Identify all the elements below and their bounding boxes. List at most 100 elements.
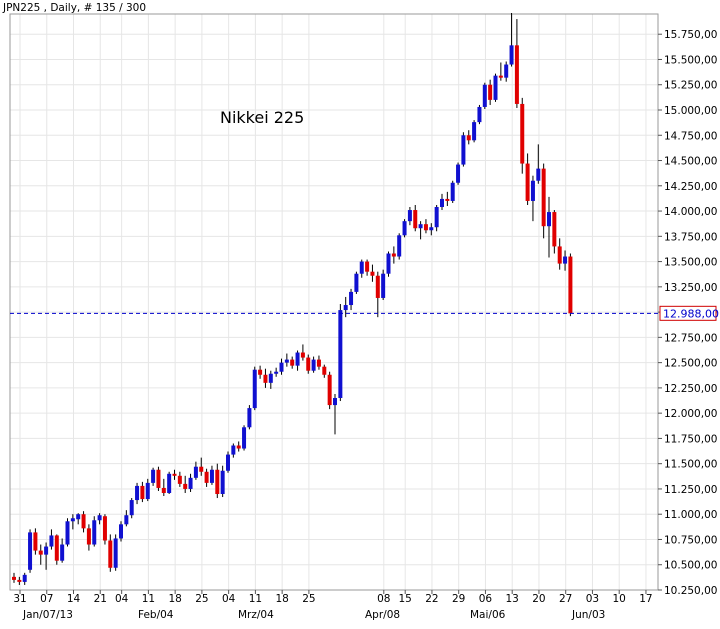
x-day-label: 18 [275,593,288,605]
candle [536,144,541,184]
candle [509,12,514,67]
candle [151,467,156,486]
candle [226,451,230,473]
candle [22,572,27,585]
candle [129,498,134,519]
candle [92,516,97,547]
candle-body-up [193,466,198,478]
candle-body-up [407,210,412,222]
candle-body-up [482,84,487,107]
candle [316,355,321,370]
candle-body-down [156,469,161,488]
candle [466,130,471,145]
candle-body-up [434,207,439,228]
candle [547,196,551,258]
candle-body-up [472,122,477,141]
candle [450,180,455,203]
candle-body-down [445,198,450,201]
candle-body-down [263,374,268,383]
candle [407,207,412,226]
candle [102,514,107,545]
candle-body-down [322,366,327,375]
candle-body-up [274,371,279,374]
candle-body-up [22,574,27,582]
candle [423,219,428,234]
chart-title: Nikkei 225 [220,108,304,127]
candle [215,463,220,499]
candle-body-up [386,253,391,274]
candle [28,529,33,573]
candle [530,175,535,222]
candle [498,62,503,81]
candle [349,288,354,311]
x-month-label: Jun/03 [571,609,605,621]
candle [204,468,209,487]
candle [440,193,444,211]
candle [488,79,493,105]
x-day-label: 31 [13,593,26,605]
candle [568,253,573,317]
candle-body-up [97,515,102,521]
candle [306,354,311,374]
candle-body-up [354,273,359,292]
candle-body-up [504,64,509,78]
candle-body-up [429,227,434,231]
candle [482,82,487,109]
candle-body-down [204,471,209,483]
candle-body-up [252,369,257,409]
candle-body-up [70,518,75,522]
candle [231,443,236,458]
candle-body-up [311,359,316,371]
candle [268,370,273,389]
current-price-box [659,305,717,321]
x-day-label: 25 [302,593,315,605]
y-tick-label: 11.750,00 [664,433,717,445]
candle-body-down [199,466,204,472]
candles-layer [12,12,573,585]
candle-body-up [547,212,551,227]
y-tick-label: 11.250,00 [664,484,717,496]
y-tick-label: 10.500,00 [664,560,717,572]
candle [520,97,525,174]
candle-body-down [306,357,311,371]
y-tick-label: 15.500,00 [664,54,717,66]
candle [135,482,140,505]
candle-body-up [49,535,54,547]
candle-body-down [17,579,22,582]
candle [172,469,177,480]
candle-body-down [102,516,107,541]
candle-body-up [92,520,97,545]
candle [183,475,188,493]
y-tick-label: 12.000,00 [664,408,717,420]
candle-body-down [86,528,91,545]
candle-body-up [188,477,193,489]
candle [279,358,284,375]
x-axis: 31 07 14 21 04 11 18 25 04 11 18 25 08 15 22 29 06 13 20 27… [13,590,653,621]
candle [563,250,568,271]
x-month-label: Jan/07/13 [22,609,73,621]
candle [327,371,332,410]
candle-body-up [477,106,482,123]
candle [70,514,75,530]
candle-body-down [370,271,375,276]
candle [44,542,49,570]
candle [552,210,557,254]
candle-body-up [530,180,535,201]
candle-body-up [60,544,65,561]
candle [514,19,519,108]
candle [472,120,477,143]
candle-body-down [498,75,503,78]
candle [418,221,423,240]
y-tick-label: 12.500,00 [664,358,717,370]
candle [456,162,461,185]
x-day-label: 18 [168,593,181,605]
x-day-label: 03 [586,593,599,605]
candle [33,528,38,555]
x-day-label: 15 [399,593,412,605]
candle [252,366,257,411]
y-tick-label: 11.500,00 [664,459,717,471]
candle-body-down [258,369,263,375]
y-tick-label: 14.500,00 [664,156,717,168]
